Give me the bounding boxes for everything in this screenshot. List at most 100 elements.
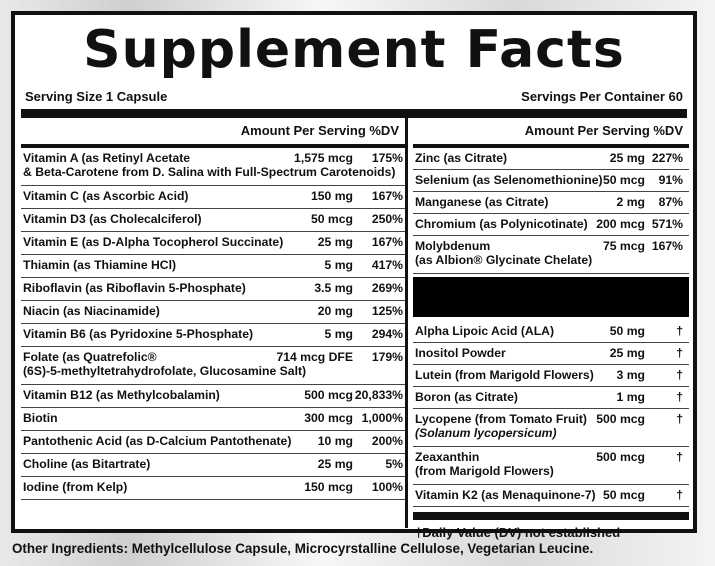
nutrient-amount: 25 mg — [317, 457, 353, 471]
nutrient-daily-value: 227% — [651, 151, 683, 165]
nutrient-daily-value: 167% — [651, 239, 683, 253]
nutrient-daily-value: 87% — [658, 195, 683, 209]
nutrient-name: Vitamin E (as D-Alpha Tocopherol Succina… — [23, 235, 284, 249]
nutrient-name: Lycopene (from Tomato Fruit) — [415, 412, 587, 426]
nutrient-daily-value: † — [676, 450, 683, 464]
nutrient-row: Alpha Lipoic Acid (ALA) 50 mg † — [413, 321, 689, 343]
nutrient-name: Alpha Lipoic Acid (ALA) — [415, 324, 555, 338]
nutrient-name: Manganese (as Citrate) — [415, 195, 549, 209]
nutrient-daily-value: 179% — [371, 350, 403, 364]
nutrient-amount: 300 mcg — [304, 411, 353, 425]
nutrient-name: Selenium (as Selenomethionine) — [415, 173, 603, 187]
nutrient-daily-value: † — [676, 368, 683, 382]
nutrient-amount: 50 mg — [609, 324, 645, 338]
nutrient-amount: 2 mg — [616, 195, 645, 209]
nutrient-row: Inositol Powder 25 mg † — [413, 343, 689, 365]
nutrient-row: Riboflavin (as Riboflavin 5-Phosphate) 3.… — [21, 278, 405, 301]
nutrient-name-line2: (6S)-5-methyltetrahydrofolate, Glucosami… — [23, 364, 307, 378]
nutrient-daily-value: † — [676, 324, 683, 338]
nutrient-name: Vitamin A (as Retinyl Acetate — [23, 151, 191, 165]
nutrient-row: Vitamin C (as Ascorbic Acid) 150 mg 167% — [21, 186, 405, 209]
nutrient-name: Pantothenic Acid (as D-Calcium Pantothen… — [23, 434, 292, 448]
nutrient-name: Inositol Powder — [415, 346, 506, 360]
nutrient-amount: 20 mg — [317, 304, 353, 318]
nutrient-daily-value: 1,000% — [361, 411, 403, 425]
nutrient-daily-value: 5% — [385, 457, 403, 471]
nutrient-amount: 10 mg — [317, 434, 353, 448]
nutrient-daily-value: 167% — [371, 235, 403, 249]
nutrient-daily-value: † — [676, 412, 683, 426]
nutrient-row: Niacin (as Niacinamide) 20 mg 125% — [21, 301, 405, 324]
nutrient-row: Folate (as Quatrefolic® (6S)-5-methyltetr… — [21, 347, 405, 385]
redacted-block — [413, 277, 689, 317]
nutrient-name: Vitamin B12 (as Methylcobalamin) — [23, 388, 220, 402]
nutrient-row: Vitamin A (as Retinyl Acetate & Beta-Caro… — [21, 148, 405, 186]
nutrient-amount: 3.5 mg — [314, 281, 353, 295]
nutrient-name: Niacin (as Niacinamide) — [23, 304, 160, 318]
nutrient-row: Vitamin E (as D-Alpha Tocopherol Succina… — [21, 232, 405, 255]
nutrient-name: Iodine (from Kelp) — [23, 480, 128, 494]
nutrient-row: Biotin 300 mcg 1,000% — [21, 408, 405, 431]
nutrient-name-line2: (as Albion® Glycinate Chelate) — [415, 253, 593, 267]
nutrient-amount: 150 mcg — [304, 480, 353, 494]
nutrient-row: Thiamin (as Thiamine HCl) 5 mg 417% — [21, 255, 405, 278]
nutrient-name: Biotin — [23, 411, 58, 425]
nutrient-amount: 3 mg — [616, 368, 645, 382]
nutrient-amount: 5 mg — [324, 327, 353, 341]
nutrient-daily-value: 100% — [371, 480, 403, 494]
right-nutrient-column: Amount Per Serving %DV Zinc (as Citrate)… — [413, 118, 689, 507]
nutrient-daily-value: † — [676, 488, 683, 502]
right-column-header: Amount Per Serving %DV — [413, 118, 689, 148]
nutrient-row: Vitamin D3 (as Cholecalciferol) 50 mcg 250… — [21, 209, 405, 232]
nutrient-row: Chromium (as Polynicotinate) 200 mcg 571% — [413, 214, 689, 236]
nutrient-name: Vitamin B6 (as Pyridoxine 5-Phosphate) — [23, 327, 254, 341]
column-divider — [405, 118, 408, 528]
nutrient-name: Vitamin C (as Ascorbic Acid) — [23, 189, 189, 203]
nutrient-row: Vitamin B6 (as Pyridoxine 5-Phosphate) 5 … — [21, 324, 405, 347]
nutrient-row: Boron (as Citrate) 1 mg † — [413, 387, 689, 409]
supplement-facts-panel: Supplement Facts Serving Size 1 Capsule … — [11, 11, 697, 540]
nutrient-row: Vitamin K2 (as Menaquinone-7) 50 mcg † — [413, 485, 689, 507]
nutrient-name: Choline (as Bitartrate) — [23, 457, 151, 471]
left-nutrient-column: Amount Per Serving %DV Vitamin A (as Ret… — [21, 118, 405, 500]
nutrient-row: Iodine (from Kelp) 150 mcg 100% — [21, 477, 405, 500]
nutrient-amount: 1,575 mcg — [294, 151, 353, 165]
nutrient-daily-value: 175% — [371, 151, 403, 165]
nutrient-amount: 25 mg — [317, 235, 353, 249]
nutrient-amount: 50 mcg — [602, 173, 645, 187]
nutrient-row: Lycopene (from Tomato Fruit) (Solanum lyc… — [413, 409, 689, 447]
nutrient-row: Molybdenum (as Albion® Glycinate Chelate)… — [413, 236, 689, 274]
nutrient-daily-value: 269% — [371, 281, 403, 295]
nutrient-daily-value: 20,833% — [354, 388, 403, 402]
nutrient-name: Riboflavin (as Riboflavin 5-Phosphate) — [23, 281, 246, 295]
nutrient-name: Vitamin D3 (as Cholecalciferol) — [23, 212, 202, 226]
nutrient-daily-value: 250% — [371, 212, 403, 226]
servings-per-container: Servings Per Container 60 — [521, 89, 683, 104]
nutrient-amount: 714 mcg DFE — [276, 350, 353, 364]
nutrient-amount: 500 mcg — [596, 450, 645, 464]
nutrient-amount: 5 mg — [324, 258, 353, 272]
serving-size: Serving Size 1 Capsule — [25, 89, 168, 104]
nutrient-name: Zeaxanthin — [415, 450, 480, 464]
other-ingredients: Other Ingredients: Methylcellulose Capsu… — [12, 541, 594, 556]
nutrient-amount: 500 mcg — [596, 412, 645, 426]
nutrient-row: Lutein (from Marigold Flowers) 3 mg † — [413, 365, 689, 387]
nutrient-amount: 50 mcg — [310, 212, 353, 226]
panel-title: Supplement Facts — [83, 20, 625, 80]
nutrient-row: Manganese (as Citrate) 2 mg 87% — [413, 192, 689, 214]
nutrient-amount: 200 mcg — [596, 217, 645, 231]
daily-value-note: †Daily Value (DV) not established — [415, 525, 621, 540]
nutrient-daily-value: 167% — [371, 189, 403, 203]
nutrient-daily-value: 91% — [658, 173, 683, 187]
header-divider-bar — [21, 109, 687, 118]
nutrient-row: Zinc (as Citrate) 25 mg 227% — [413, 148, 689, 170]
nutrient-row: Selenium (as Selenomethionine) 50 mcg 91% — [413, 170, 689, 192]
nutrient-name-line2: & Beta-Carotene from D. Salina with Full… — [23, 165, 396, 179]
nutrient-row: Vitamin B12 (as Methylcobalamin) 500 mcg 2… — [21, 385, 405, 408]
nutrient-name: Chromium (as Polynicotinate) — [415, 217, 588, 231]
nutrient-row: Zeaxanthin (from Marigold Flowers) 500 mcg… — [413, 447, 689, 485]
nutrient-row: Pantothenic Acid (as D-Calcium Pantothen… — [21, 431, 405, 454]
nutrient-daily-value: 125% — [371, 304, 403, 318]
footer-divider-bar — [413, 512, 689, 520]
nutrient-amount: 150 mg — [310, 189, 353, 203]
